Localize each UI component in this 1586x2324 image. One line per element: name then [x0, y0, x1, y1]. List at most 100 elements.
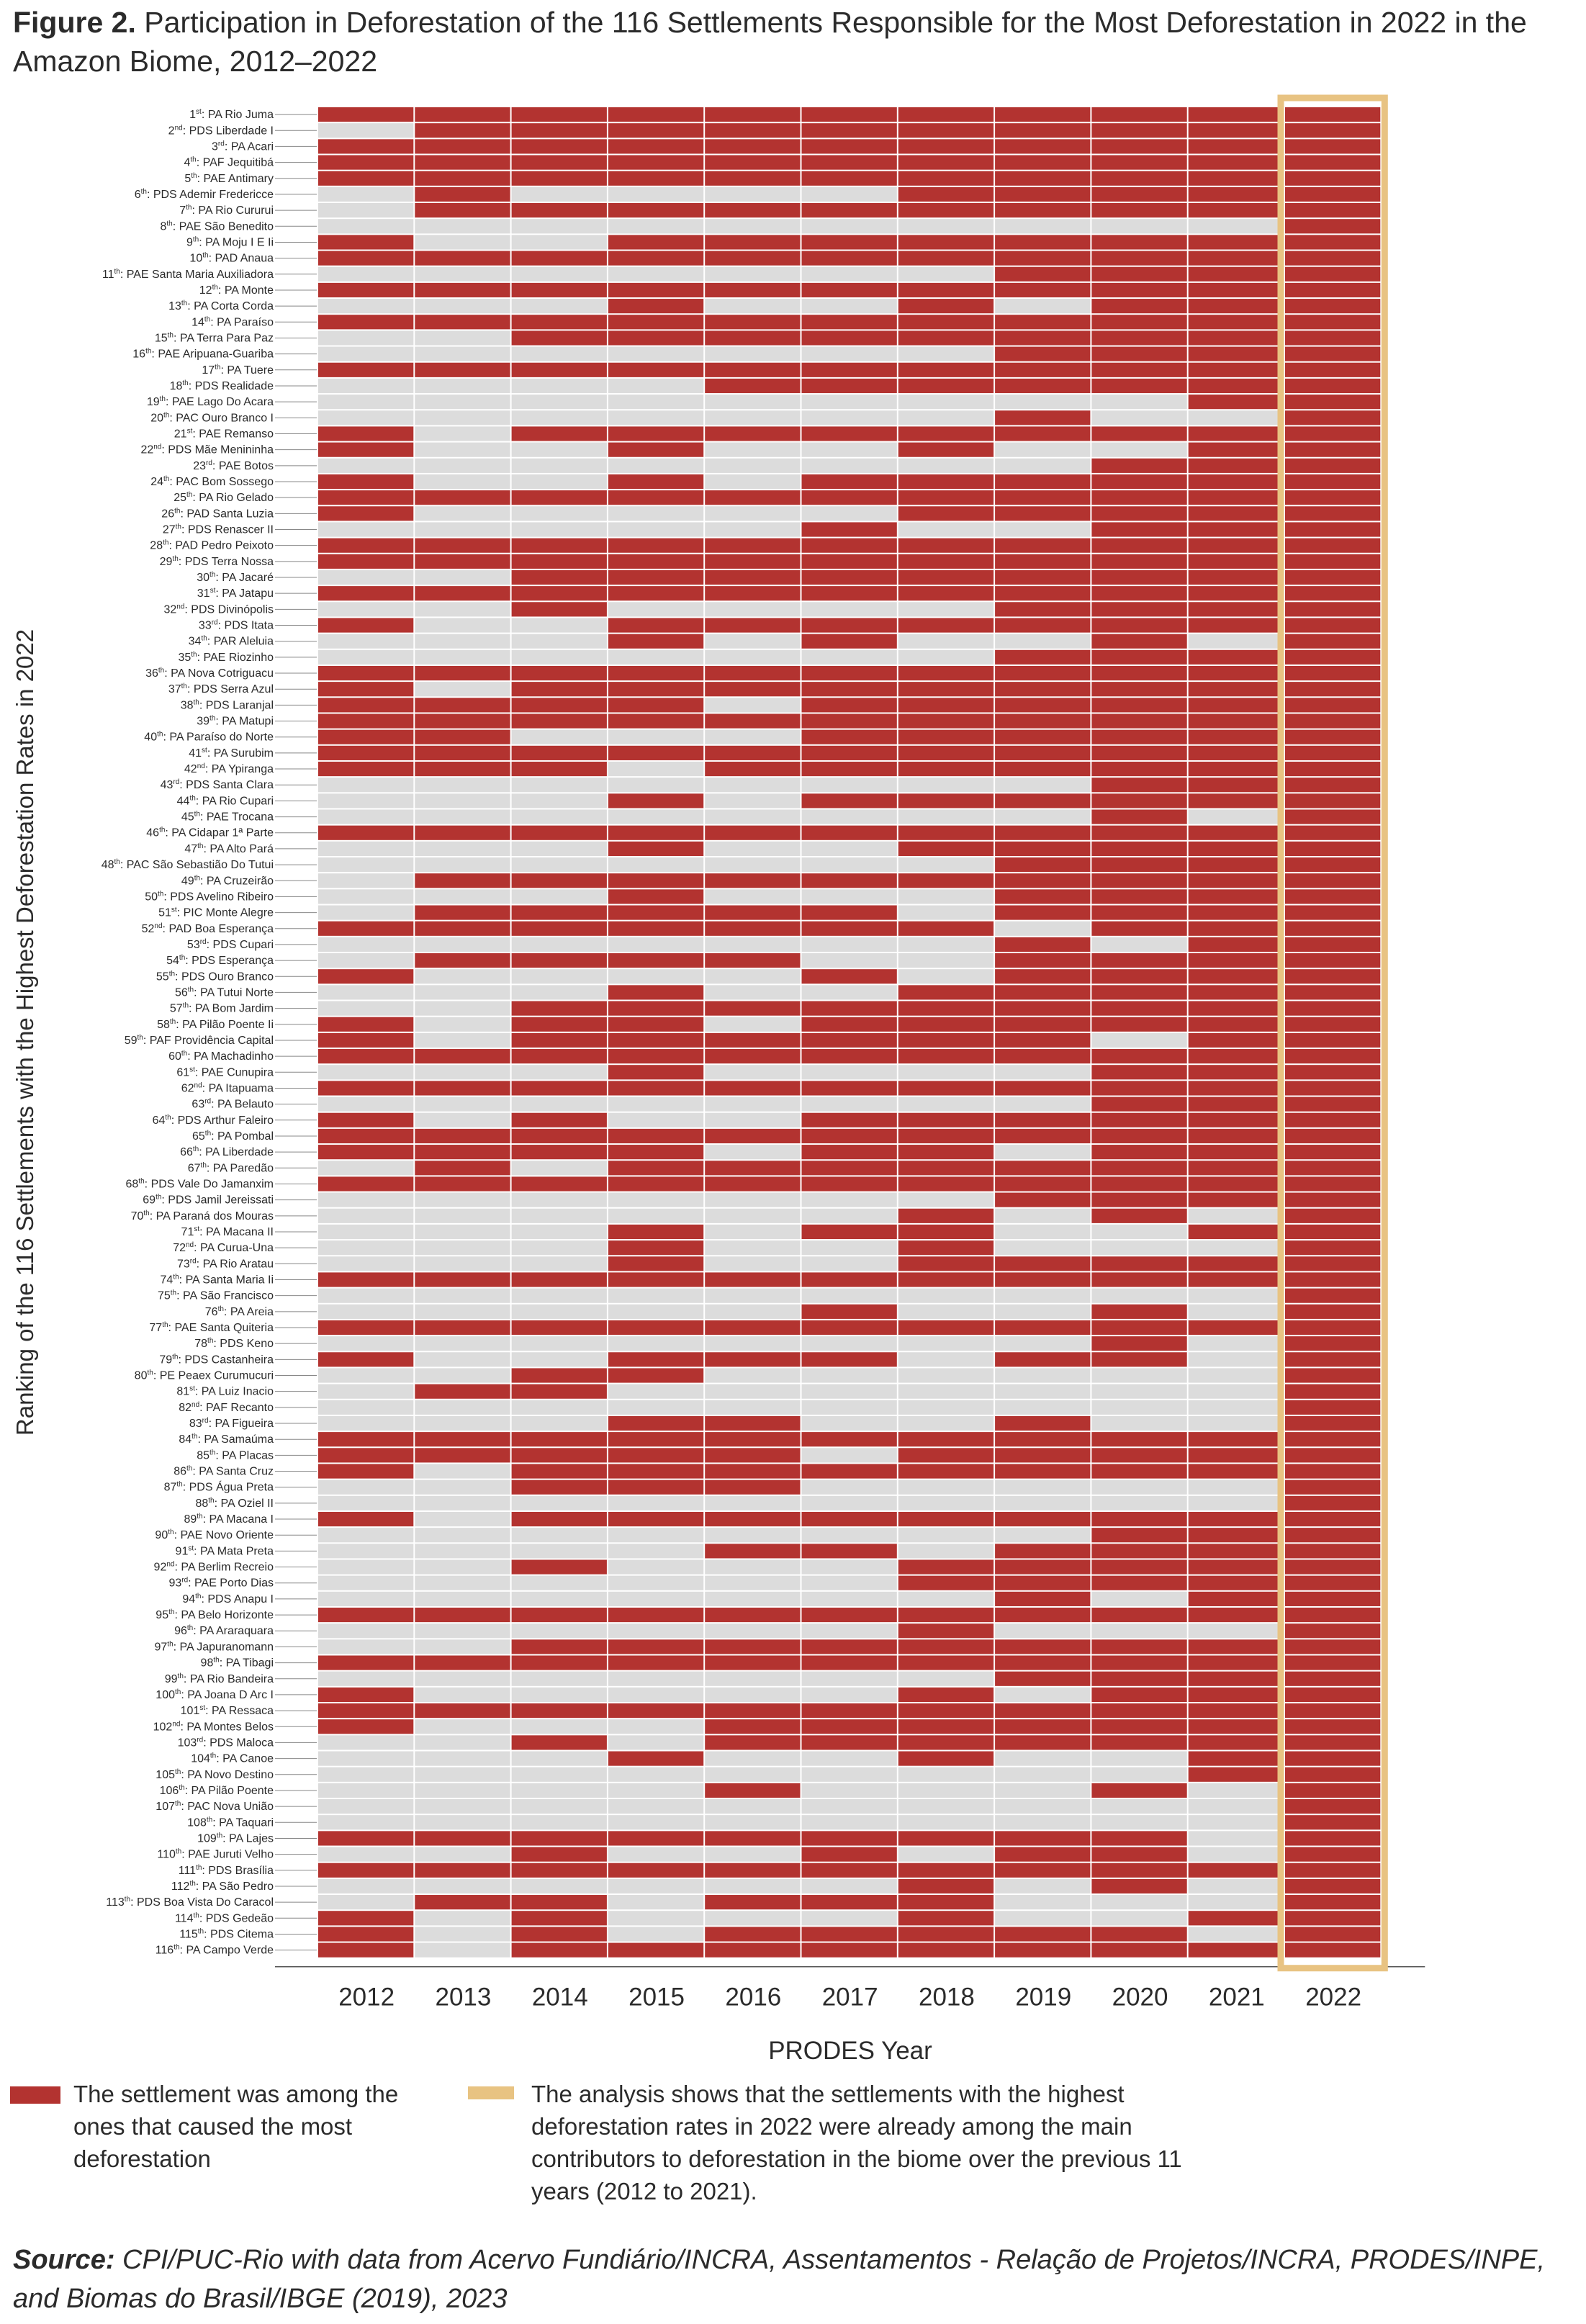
cell-none [801, 266, 897, 282]
cell-deforestation [1188, 1272, 1284, 1287]
cell-none [318, 123, 414, 138]
cell-deforestation [1188, 985, 1284, 1000]
cell-deforestation [801, 1128, 897, 1144]
cell-deforestation [1091, 921, 1187, 936]
cell-deforestation [898, 251, 994, 266]
row-rank-suffix: th [218, 1305, 224, 1313]
cell-deforestation [705, 1895, 801, 1910]
row-rank-suffix: th [172, 1353, 178, 1361]
cell-deforestation [318, 1927, 414, 1942]
cell-none [898, 346, 994, 361]
row-rank-suffix: th [195, 1593, 201, 1600]
cell-deforestation [1188, 123, 1284, 138]
row-name: : PA Tutui Norte [194, 986, 274, 999]
cell-deforestation [995, 266, 1091, 282]
cell-none [705, 1304, 801, 1319]
row-name: : PA Rio Aratau [197, 1258, 274, 1270]
cell-deforestation [898, 1448, 994, 1463]
cell-deforestation [995, 1352, 1091, 1367]
cell-deforestation [995, 139, 1091, 154]
figure-title-text: Participation in Deforestation of the 11… [13, 6, 1527, 78]
row-rank: 80 [135, 1370, 148, 1382]
row-label: 58th: PA Pilão Poente Ii [157, 1018, 274, 1031]
cell-none [898, 1415, 994, 1431]
row-rank: 89 [184, 1513, 197, 1526]
cell-deforestation [1285, 1081, 1381, 1096]
cell-none [318, 937, 414, 952]
cell-none [511, 1224, 607, 1240]
cell-deforestation [1285, 809, 1381, 824]
row-rank: 26 [161, 508, 174, 520]
cell-deforestation [1091, 1336, 1187, 1351]
cell-deforestation [801, 665, 897, 681]
cell-deforestation [415, 554, 510, 569]
cell-deforestation [1188, 778, 1284, 793]
row-rank-suffix: th [168, 1608, 174, 1616]
cell-deforestation [511, 1384, 607, 1399]
cell-deforestation [898, 442, 994, 457]
cell-deforestation [898, 825, 994, 840]
row-name: : PA Cruzeirão [200, 875, 274, 887]
cell-none [995, 809, 1091, 824]
cell-none [705, 1751, 801, 1766]
cell-deforestation [318, 1272, 414, 1287]
highlight-2022-box [1277, 94, 1388, 1972]
cell-none [415, 1112, 510, 1127]
cell-deforestation [511, 1464, 607, 1479]
figure-number: Figure 2. [13, 6, 136, 39]
row-rank-suffix: rd [197, 1736, 203, 1744]
cell-none [898, 410, 994, 425]
cell-deforestation [1285, 1479, 1381, 1495]
cell-deforestation [1285, 346, 1381, 361]
cell-none [1188, 410, 1284, 425]
row-rank-suffix: th [186, 1465, 192, 1473]
cell-none [801, 1575, 897, 1590]
cell-deforestation [608, 1703, 704, 1719]
cell-deforestation [705, 665, 801, 681]
row-name: : PDS Ouro Branco [175, 970, 274, 983]
cell-deforestation [1188, 1161, 1284, 1176]
row-name: : PAE Porto Dias [188, 1577, 274, 1590]
row-label: 11th: PAE Santa Maria Auxiliadora [102, 268, 274, 281]
cell-deforestation [608, 1032, 704, 1048]
row-rank: 109 [197, 1832, 217, 1845]
cell-deforestation [415, 186, 510, 202]
cell-deforestation [898, 665, 994, 681]
row-label: 12th: PA Monte [199, 284, 274, 297]
row-label: 4th: PAF Jequitibá [184, 156, 274, 169]
cell-none [705, 1224, 801, 1240]
cell-deforestation [995, 682, 1091, 697]
cell-none [801, 1687, 897, 1702]
cell-deforestation [705, 1032, 801, 1048]
cell-none [318, 634, 414, 649]
cell-deforestation [511, 1942, 607, 1958]
cell-deforestation [1091, 522, 1187, 537]
cell-deforestation [1091, 1559, 1187, 1575]
cell-deforestation [511, 953, 607, 968]
row-label: 47th: PA Alto Pará [184, 842, 274, 855]
row-rank: 64 [153, 1114, 166, 1127]
row-label: 25th: PA Rio Gelado [174, 491, 274, 504]
cell-deforestation [898, 1878, 994, 1894]
row-name: : PA Ypiranga [205, 763, 274, 775]
row-rank-suffix: th [191, 172, 197, 180]
x-tick-label: 2013 [436, 1983, 492, 2012]
cell-deforestation [415, 1128, 510, 1144]
cell-deforestation [705, 1352, 801, 1367]
cell-deforestation [995, 745, 1091, 760]
cell-none [1188, 634, 1284, 649]
cell-deforestation [1091, 139, 1187, 154]
cell-none [415, 1878, 510, 1894]
row-rank-suffix: st [196, 108, 202, 116]
cell-deforestation [1091, 362, 1187, 377]
cell-none [705, 729, 801, 744]
row-rank: 54 [166, 955, 179, 967]
x-tick-label: 2022 [1305, 1983, 1361, 2012]
cell-none [511, 1336, 607, 1351]
cell-none [608, 1288, 704, 1303]
cell-none [801, 985, 897, 1000]
cell-none [898, 1192, 994, 1207]
row-rank-suffix: th [186, 204, 192, 212]
row-rank: 60 [168, 1050, 181, 1063]
row-label: 30th: PA Jacaré [197, 571, 274, 584]
